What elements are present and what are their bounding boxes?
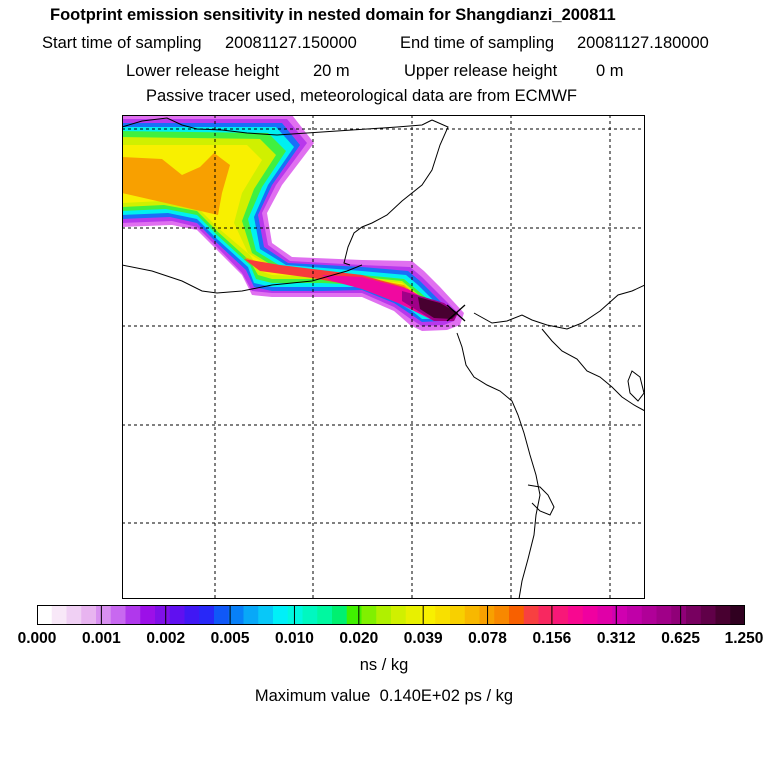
end-time-label: End time of sampling [400,34,555,52]
border-line-north [122,117,433,136]
colorbar-tick-label: 0.312 [596,630,636,647]
plume-band-peak [418,297,458,319]
colorbar-swatch [656,605,672,625]
colorbar-swatch [509,605,525,625]
colorbar-swatch [228,605,244,625]
maximum-value-text: Maximum value 0.140E+02 ps / kg [0,687,768,706]
border-line-south [122,264,363,294]
colorbar-swatch [96,605,112,625]
colorbar-swatch [715,605,731,625]
coastline-shandong [456,332,541,599]
colorbar-swatch [464,605,480,625]
colorbar-swatch [641,605,657,625]
colorbar-swatch [273,605,289,625]
colorbar-swatch [538,605,554,625]
colorbar-swatch [405,605,421,625]
colorbar-swatch [553,605,569,625]
colorbar-swatch [184,605,200,625]
colorbar-frame [37,605,745,625]
colorbar-tick-label: 0.002 [146,630,186,647]
colorbar-swatch [730,605,745,625]
colorbar-tick-label: 1.250 [724,630,764,647]
plume-band-red [244,259,428,307]
start-time-label: Start time of sampling [42,34,202,52]
colorbar-swatch [523,605,539,625]
colorbar-swatch [671,605,687,625]
end-time-value: 20081127.180000 [577,34,709,52]
coastline-liaodong [541,328,645,412]
maximum-value-label: Maximum value [254,687,371,705]
colorbar-swatch [125,605,141,625]
footprint-map [122,115,645,599]
colorbar-swatch [479,605,495,625]
colorbar-swatch [51,605,67,625]
colorbar-tick-label: 0.020 [339,630,379,647]
colorbar-swatch [700,605,716,625]
coastlines [122,117,645,599]
gridlines [122,115,645,599]
colorbar-tick-label: 0.001 [81,630,121,647]
colorbar-swatch [435,605,451,625]
plot-title: Footprint emission sensitivity in nested… [50,6,616,24]
colorbar-swatch [140,605,156,625]
colorbar-swatch [376,605,392,625]
colorbar-swatch [582,605,598,625]
colorbar-swatch [199,605,215,625]
colorbar-swatch [494,605,510,625]
colorbar-tick-label: 0.078 [468,630,507,647]
coastline-yellowsea [527,484,555,516]
colorbar-tick-label: 0.039 [403,630,443,647]
coastline-island [627,370,645,402]
colorbar-swatch [302,605,318,625]
colorbar-swatch [361,605,377,625]
colorbar-swatch [627,605,643,625]
colorbar-swatch [258,605,274,625]
colorbar-swatch [214,605,230,625]
colorbar-swatch [317,605,333,625]
colorbar-tick-label: 0.000 [17,630,57,647]
colorbar-swatch [391,605,407,625]
upper-height-label: Upper release height [404,62,558,80]
colorbar-swatch [155,605,171,625]
colorbar-swatch [420,605,436,625]
maximum-value: 0.140E+02 ps / kg [379,687,514,705]
colorbar-tick-label: 0.010 [275,630,314,647]
colorbar-swatch [81,605,97,625]
lower-height-value: 20 m [313,62,350,80]
colorbar-swatch [243,605,259,625]
colorbar-tick-label: 0.625 [661,630,701,647]
coastline-bohai [473,284,645,330]
colorbar-tick-label: 0.005 [210,630,250,647]
colorbar-swatch [110,605,126,625]
map-frame [122,115,645,599]
coastline-east-peninsula [343,119,449,266]
colorbar-swatch [568,605,584,625]
colorbar-swatch [332,605,348,625]
colorbar-tick-label: 0.156 [532,630,572,647]
colorbar-swatch [169,605,185,625]
colorbar-swatch [612,605,628,625]
colorbar [37,605,745,625]
colorbar-swatch [686,605,702,625]
colorbar-swatch [597,605,613,625]
plume-band-orange [122,153,230,215]
lower-height-label: Lower release height [126,62,280,80]
colorbar-swatch [346,605,362,625]
colorbar-swatch [66,605,82,625]
upper-height-value: 0 m [596,62,624,80]
colorbar-swatch [287,605,303,625]
emission-plume [122,115,464,331]
release-site-cross-icon [446,304,466,322]
colorbar-swatch [450,605,466,625]
colorbar-swatch [37,605,53,625]
tracer-note: Passive tracer used, meteorological data… [146,87,577,105]
colorbar-unit: ns / kg [359,656,409,674]
start-time-value: 20081127.150000 [225,34,357,52]
